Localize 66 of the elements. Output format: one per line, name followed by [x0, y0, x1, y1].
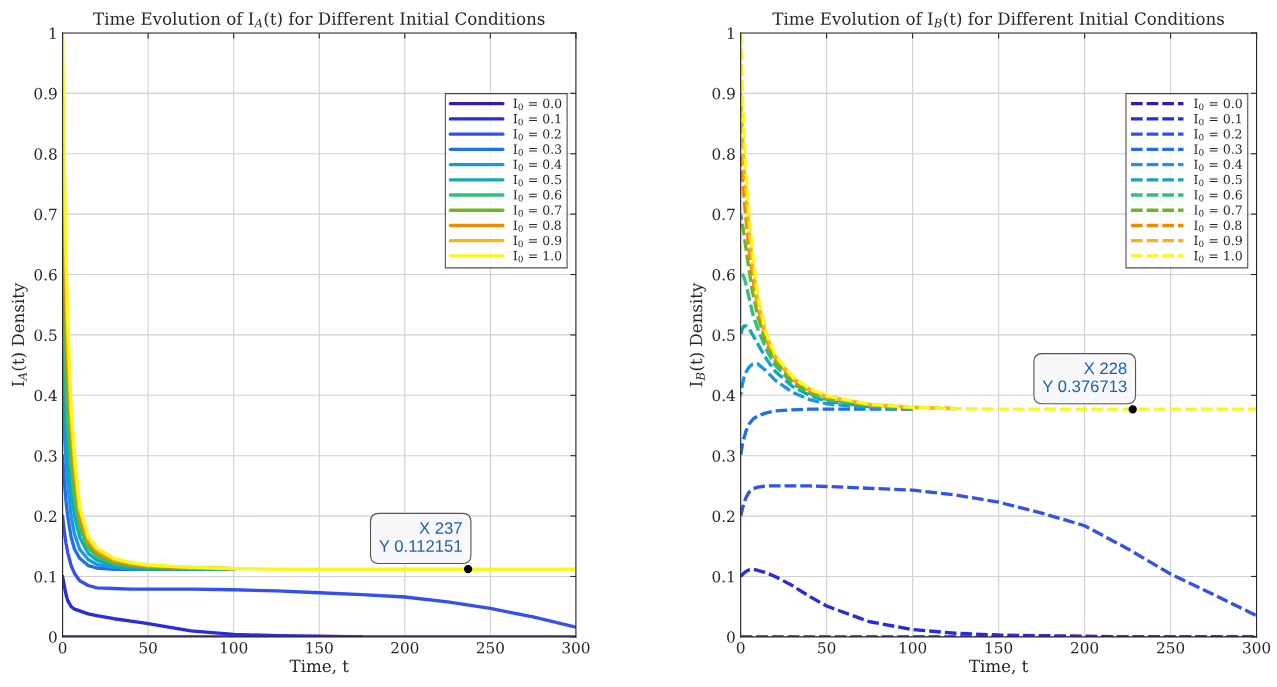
- x-tick-label: 100: [899, 641, 927, 654]
- x-tick-label: 200: [391, 641, 419, 654]
- legend-label: I$_{0}$ = 0.4: [513, 159, 562, 171]
- x-tick-label: 50: [139, 641, 157, 654]
- y-tick-label: 0: [727, 631, 735, 643]
- y-tick-label: 1: [727, 27, 734, 39]
- x-axis-title: Time, t: [289, 659, 349, 675]
- x-tick-label: 150: [985, 641, 1013, 654]
- legend-label: I$_{0}$ = 0.7: [1194, 205, 1242, 217]
- x-tick-label: 150: [306, 641, 333, 654]
- legend-label: I$_{0}$ = 0.8: [1194, 220, 1242, 232]
- y-axis-title: I$_{A}$(t) Density: [11, 282, 28, 387]
- legend-label: I$_{0}$ = 1.0: [1194, 250, 1242, 263]
- x-tick-label: 200: [1071, 641, 1099, 654]
- y-tick-label: 0.7: [34, 208, 57, 221]
- legend-label: I$_{0}$ = 0.5: [513, 174, 562, 187]
- y-tick-label: 0.5: [712, 329, 735, 341]
- legend-label: I$_{0}$ = 0.6: [1194, 190, 1242, 202]
- legend-label: I$_{0}$ = 0.5: [1194, 174, 1242, 187]
- y-tick-label: 0.5: [34, 329, 57, 341]
- y-tick-label: 0.3: [34, 450, 57, 462]
- y-tick-label: 0.1: [712, 570, 734, 583]
- legend-label: I$_{0}$ = 0.7: [513, 205, 562, 217]
- y-tick-label: 0.8: [34, 148, 57, 160]
- x-tick-label: 0: [58, 641, 67, 654]
- legend-label: I$_{0}$ = 0.2: [1194, 129, 1242, 141]
- x-tick-label: 250: [476, 641, 504, 654]
- legend-label: I$_{0}$ = 0.8: [513, 220, 561, 232]
- legend-label: I$_{0}$ = 0.3: [513, 144, 562, 156]
- legend-label: I$_{0}$ = 0.1: [513, 113, 561, 126]
- legend-label: I$_{0}$ = 0.4: [1194, 159, 1243, 171]
- x-axis-title: Time, t: [969, 659, 1029, 675]
- y-tick-label: 0.4: [34, 389, 57, 402]
- y-tick-label: 0: [49, 631, 57, 643]
- legend-label: I$_{0}$ = 0.1: [1194, 113, 1241, 126]
- y-tick-label: 1: [49, 27, 56, 39]
- y-tick-label: 0.6: [34, 268, 57, 281]
- y-tick-label: 0.4: [712, 389, 736, 402]
- legend-label: I$_{0}$ = 0.3: [1194, 144, 1242, 156]
- legend-label: I$_{0}$ = 0.0: [1194, 98, 1242, 111]
- x-tick-label: 50: [818, 641, 836, 654]
- x-tick-label: 250: [1157, 641, 1185, 654]
- legend-label: I$_{0}$ = 0.0: [513, 98, 562, 111]
- legend-label: I$_{0}$ = 0.6: [513, 190, 562, 202]
- y-axis-title: I$_{B}$(t) Density: [689, 282, 706, 387]
- x-tick-label: 300: [562, 641, 590, 654]
- annotation: X 228 Y 0.376713: [1042, 362, 1127, 393]
- y-tick-label: 0.1: [34, 570, 56, 583]
- chart-title: Time Evolution of I$_{A}$(t) for Different Initial Conditions: [93, 11, 545, 28]
- x-tick-label: 300: [1243, 641, 1271, 654]
- annotation: X 237 Y 0.112151: [379, 522, 462, 552]
- legend-label: I$_{0}$ = 0.2: [513, 129, 561, 141]
- y-tick-label: 0.3: [712, 450, 735, 462]
- y-tick-label: 0.7: [712, 208, 735, 221]
- y-tick-label: 0.6: [712, 268, 735, 281]
- x-tick-label: 100: [220, 641, 248, 654]
- y-tick-label: 0.8: [712, 148, 735, 160]
- y-tick-label: 0.2: [34, 510, 57, 523]
- legend-label: I$_{0}$ = 0.9: [1194, 235, 1242, 248]
- y-tick-label: 0.9: [34, 87, 57, 100]
- y-tick-label: 0.9: [712, 87, 735, 100]
- y-tick-label: 0.2: [712, 510, 735, 523]
- legend-label: I$_{0}$ = 1.0: [513, 250, 562, 263]
- legend-label: I$_{0}$ = 0.9: [513, 235, 562, 248]
- x-tick-label: 0: [736, 641, 745, 654]
- chart-title: Time Evolution of I$_{B}$(t) for Different Initial Conditions: [772, 11, 1224, 28]
